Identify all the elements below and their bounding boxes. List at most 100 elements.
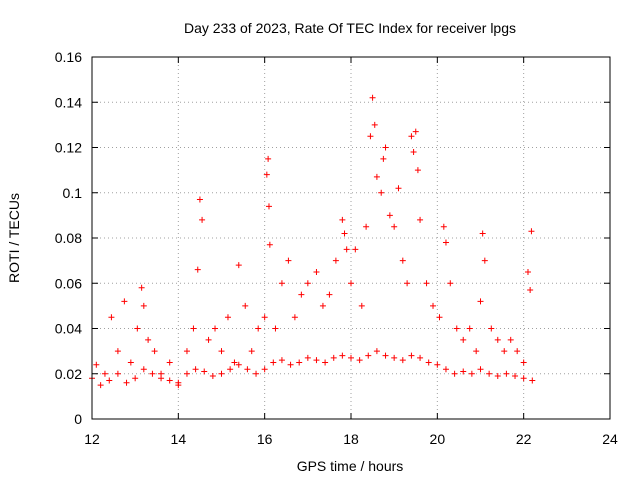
data-point	[304, 354, 311, 361]
data-point	[123, 379, 130, 386]
y-tick-labels: 0 0.02 0.04 0.06 0.08 0.1 0.12 0.14 0.16	[55, 49, 82, 427]
data-point	[326, 291, 333, 298]
data-point	[304, 280, 311, 287]
data-point	[114, 370, 121, 377]
data-point	[447, 280, 454, 287]
data-point	[363, 223, 370, 230]
data-point	[378, 189, 385, 196]
y-tick-label: 0	[74, 411, 82, 427]
data-point	[436, 314, 443, 321]
x-tick-label: 20	[430, 431, 446, 447]
data-point	[192, 366, 199, 373]
data-point	[382, 352, 389, 359]
data-point	[358, 302, 365, 309]
y-tick-label: 0.06	[55, 275, 82, 291]
data-point	[270, 359, 277, 366]
data-point	[190, 325, 197, 332]
data-point	[266, 241, 273, 248]
data-point	[453, 325, 460, 332]
x-tick-labels: 12 14 16 18 20 22 24	[84, 431, 618, 447]
data-point	[242, 302, 249, 309]
data-point	[430, 302, 437, 309]
data-point	[414, 167, 421, 174]
data-point	[341, 230, 348, 237]
data-point	[330, 354, 337, 361]
y-tick-label: 0.04	[55, 321, 82, 337]
data-point	[332, 257, 339, 264]
data-point	[514, 348, 521, 355]
data-point	[261, 366, 268, 373]
data-point	[373, 348, 380, 355]
y-tick-label: 0.14	[55, 94, 82, 110]
data-point	[166, 359, 173, 366]
data-point	[196, 196, 203, 203]
data-point	[408, 133, 415, 140]
data-point	[520, 359, 527, 366]
data-point	[101, 370, 108, 377]
data-point	[468, 370, 475, 377]
data-point	[183, 348, 190, 355]
data-point	[507, 336, 514, 343]
x-tick-label: 24	[602, 431, 618, 447]
data-point	[140, 302, 147, 309]
data-point	[477, 366, 484, 373]
y-tick-label: 0.02	[55, 366, 82, 382]
data-point	[158, 375, 165, 382]
data-point	[352, 246, 359, 253]
data-point	[442, 366, 449, 373]
x-tick-label: 22	[516, 431, 532, 447]
data-point	[201, 368, 208, 375]
data-point	[313, 357, 320, 364]
x-axis-label: GPS time / hours	[297, 458, 404, 474]
data-point	[503, 370, 510, 377]
data-point	[481, 257, 488, 264]
y-axis-label: ROTI / TECUs	[6, 193, 22, 283]
data-point	[175, 379, 182, 386]
data-point	[106, 377, 113, 384]
data-point	[423, 280, 430, 287]
data-point	[253, 370, 260, 377]
data-point	[296, 359, 303, 366]
data-point	[417, 216, 424, 223]
data-point	[473, 348, 480, 355]
data-point	[451, 370, 458, 377]
data-point	[132, 375, 139, 382]
data-point	[322, 359, 329, 366]
data-point	[460, 336, 467, 343]
data-point	[145, 336, 152, 343]
data-point	[209, 373, 216, 380]
data-point	[265, 203, 272, 210]
y-tick-label: 0.16	[55, 49, 82, 65]
data-point	[529, 377, 536, 384]
grid	[92, 57, 610, 419]
x-tick-label: 16	[257, 431, 273, 447]
data-point	[255, 325, 262, 332]
data-point	[140, 366, 147, 373]
y-tick-label: 0.08	[55, 230, 82, 246]
data-point	[425, 359, 432, 366]
data-point	[365, 352, 372, 359]
data-point	[494, 336, 501, 343]
data-point	[477, 298, 484, 305]
data-point	[235, 262, 242, 269]
data-point	[121, 298, 128, 305]
x-tick-label: 18	[343, 431, 359, 447]
data-point	[134, 325, 141, 332]
data-point	[367, 133, 374, 140]
data-point	[410, 149, 417, 156]
data-point	[442, 239, 449, 246]
data-point	[486, 370, 493, 377]
data-point	[528, 228, 535, 235]
data-point	[386, 212, 393, 219]
data-point	[166, 377, 173, 384]
data-point	[218, 348, 225, 355]
data-point	[93, 361, 100, 368]
data-point	[440, 223, 447, 230]
data-point	[494, 373, 501, 380]
data-point	[412, 128, 419, 135]
data-point	[382, 144, 389, 151]
data-point	[371, 121, 378, 128]
data-point	[512, 373, 519, 380]
data-point	[272, 325, 279, 332]
